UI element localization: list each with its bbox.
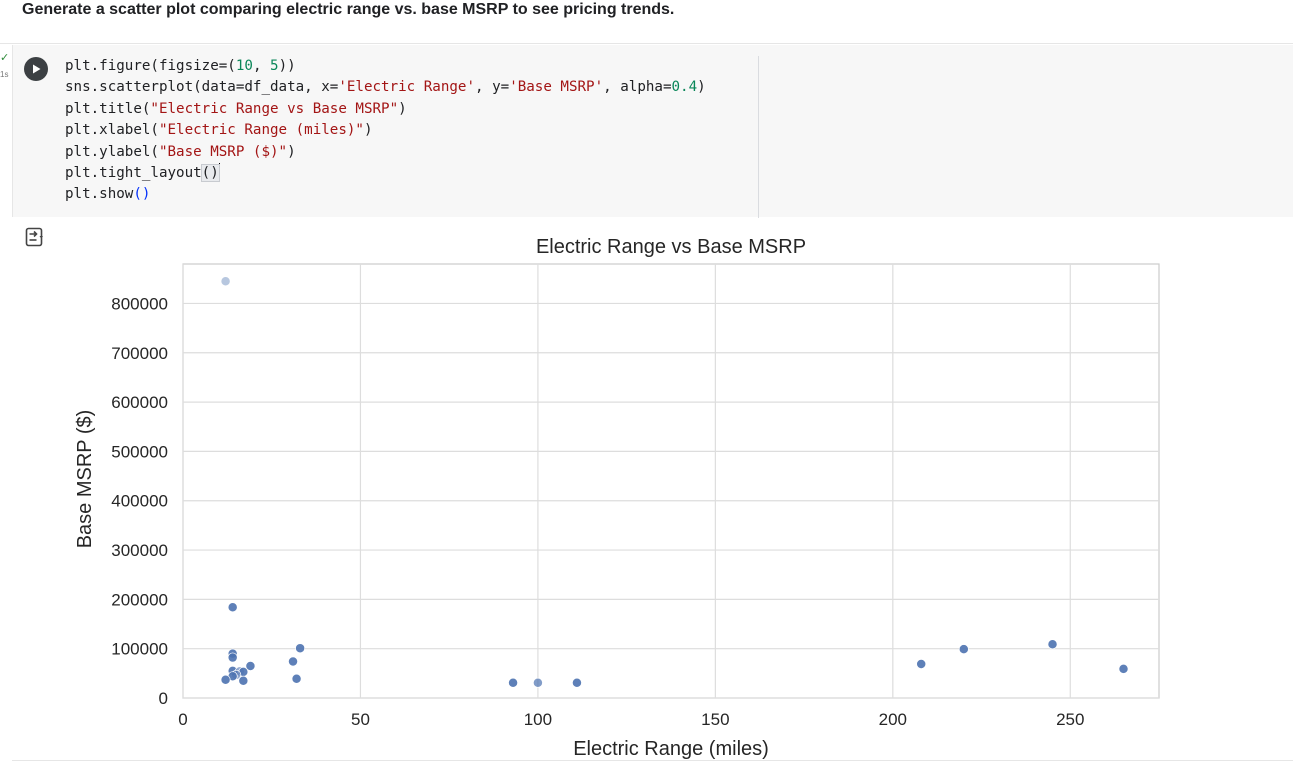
scatter-point [958,644,969,655]
code-cell-editor[interactable] [12,45,1293,217]
code-token: )) [278,58,296,74]
code-token: () [133,186,151,203]
chart-title: Electric Range vs Base MSRP [536,236,806,258]
y-tick-label: 300000 [111,541,168,560]
grid-lines [182,264,1159,699]
scatter-point [227,652,238,663]
y-tick-label: 600000 [111,393,168,412]
code-ruler-line [758,56,759,218]
text-cursor [218,163,221,181]
scatter-point [238,675,249,686]
code-token: plt.title( [65,100,151,117]
code-text[interactable]: plt.figure(figsize=(10, 5)) sns.scatterpl… [65,56,706,206]
y-tick-label: 400000 [111,492,168,511]
play-icon [33,64,41,74]
x-tick-label: 150 [701,710,729,729]
code-token: ) [697,79,706,96]
code-token: ) [363,122,373,139]
code-token: , [252,58,271,74]
code-token: , y= [475,79,510,96]
plot-area [182,263,1160,699]
execution-status-check-icon: ✓ [0,52,10,64]
scatter-point [532,677,543,688]
output-bottom-border [12,760,1293,761]
x-tick-labels: 0 50 100 150 200 250 [178,710,1084,729]
code-token: plt.figure(figsize=( [65,58,236,74]
output-toggle-button[interactable] [24,226,46,248]
code-line: plt.figure(figsize=(10, 5)) [65,56,706,77]
data-points [220,276,1129,688]
code-line: plt.show() [65,184,706,205]
x-tick-label: 250 [1056,710,1084,729]
code-token: 0.4 [671,79,698,96]
code-token: plt.xlabel( [65,122,159,139]
scatter-point [220,276,231,287]
scatter-point [571,677,582,688]
scatter-point [227,602,238,613]
scatter-point [1118,663,1129,674]
code-token: "Electric Range (miles)" [158,122,364,139]
scatter-point [291,673,302,684]
scatter-point [220,674,231,685]
execution-time: 1s [0,70,9,79]
x-tick-label: 200 [879,710,907,729]
code-token: 10 [235,58,253,74]
code-token: 'Base MSRP' [509,79,604,96]
code-token: , alpha= [603,79,672,96]
code-line: plt.ylabel("Base MSRP ($)") [65,142,706,163]
x-axis-label: Electric Range (miles) [573,738,769,760]
x-tick-label: 100 [524,710,552,729]
code-line: plt.title("Electric Range vs Base MSRP") [65,99,706,120]
output-collapse-icon [25,227,43,247]
y-axis-label: Base MSRP ($) [74,410,96,549]
cell-separator [0,43,1293,44]
code-line: plt.xlabel("Electric Range (miles)") [65,120,706,141]
y-tick-labels: 0 100000 200000 300000 400000 500000 600000 700… [111,294,168,708]
scatter-chart: 0 50 100 150 200 250 0 100000 200000 300000 40000… [74,236,1160,760]
scatter-point [288,656,298,667]
code-token: ) [398,100,407,117]
code-token: "Base MSRP ($)" [158,143,288,160]
code-line: plt.tight_layout() [65,163,706,184]
code-cell-edge [12,45,13,217]
code-line: sns.scatterplot(data=df_data, x='Electri… [65,77,706,98]
scatter-point [245,660,256,671]
y-tick-label: 200000 [111,590,168,609]
code-token: () [200,164,220,183]
code-token: plt.tight_layout [65,165,202,182]
scatter-point [1047,639,1058,650]
code-token: 'Electric Range' [338,79,476,96]
y-tick-label: 500000 [111,442,168,461]
code-token: plt.ylabel( [65,143,159,160]
scatter-point [295,643,306,654]
x-tick-label: 50 [351,710,370,729]
code-token: ) [287,143,296,160]
scatter-point [508,677,519,688]
y-tick-label: 800000 [111,294,168,313]
y-tick-label: 100000 [111,640,168,659]
code-token: sns.scatterplot(data=df_data, x= [65,79,339,96]
prompt-text: Generate a scatter plot comparing electr… [22,1,675,18]
x-tick-label: 0 [178,710,187,729]
scatter-point [916,659,927,669]
run-cell-button[interactable] [24,57,48,81]
code-token: "Electric Range vs Base MSRP" [150,100,399,117]
code-token: plt.show [65,186,134,203]
y-tick-label: 0 [159,689,168,708]
code-token: 5 [270,58,279,74]
y-tick-label: 700000 [111,344,168,363]
